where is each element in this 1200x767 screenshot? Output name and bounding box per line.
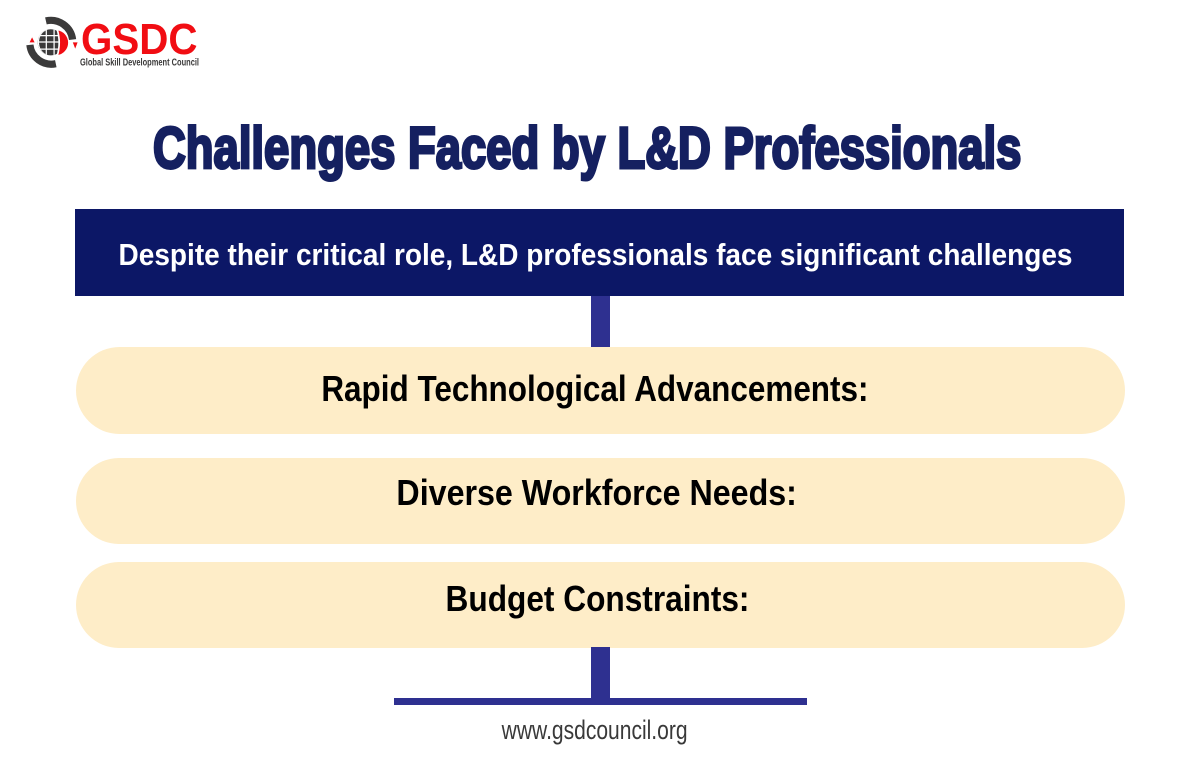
svg-text:GSDC: GSDC [81,15,198,64]
svg-text:Global Skill Development Counc: Global Skill Development Council [80,58,199,69]
